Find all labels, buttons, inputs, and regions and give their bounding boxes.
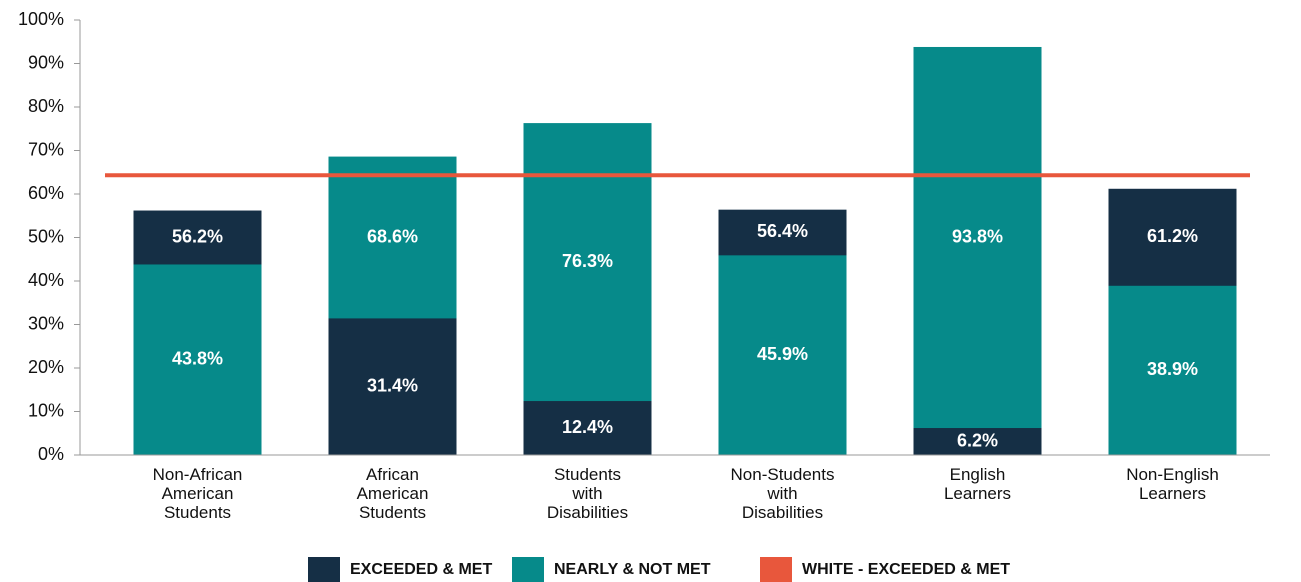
x-tick-label: African American Students [356,465,429,522]
y-tick-label: 50% [28,226,64,246]
y-tick-label: 60% [28,183,64,203]
y-tick-label: 0% [38,444,64,464]
bar [913,46,1042,455]
y-tick-label: 20% [28,357,64,377]
value-label: 31.4% [367,375,418,395]
y-tick-label: 100% [18,9,64,29]
y-tick-label: 30% [28,313,64,333]
bar [1108,285,1237,455]
value-label: 61.2% [1147,226,1198,246]
value-label: 56.2% [172,226,223,246]
legend-label: EXCEEDED & MET [350,561,492,578]
bar [523,401,652,455]
value-label: 38.9% [1147,359,1198,379]
x-tick-label: Students with Disabilities [546,465,629,522]
value-label: 76.3% [562,251,613,271]
value-label: 6.2% [957,430,998,450]
bar [718,255,847,455]
x-tick-label: Non-English Learners [1126,465,1219,503]
y-tick-label: 90% [28,52,64,72]
legend-swatch [760,557,792,582]
legend-label: NEARLY & NOT MET [554,561,711,578]
x-tick-label: Non-Students with Disabilities [730,465,835,522]
bar [328,318,457,455]
value-label: 93.8% [952,226,1003,246]
y-tick-label: 40% [28,270,64,290]
value-label: 68.6% [367,226,418,246]
value-label: 43.8% [172,348,223,368]
x-tick-label: Non-African American Students [152,465,243,522]
legend-label: WHITE - EXCEEDED & MET [802,561,1010,578]
legend-swatch [512,557,544,582]
bar [913,428,1042,455]
value-label: 56.4% [757,221,808,241]
y-tick-label: 80% [28,96,64,116]
legend-swatch [308,557,340,582]
value-label: 12.4% [562,417,613,437]
bar [133,264,262,455]
bar [523,123,652,455]
value-label: 45.9% [757,344,808,364]
y-tick-label: 70% [28,139,64,159]
x-tick-label: English Learners [943,465,1012,503]
y-tick-label: 10% [28,400,64,420]
